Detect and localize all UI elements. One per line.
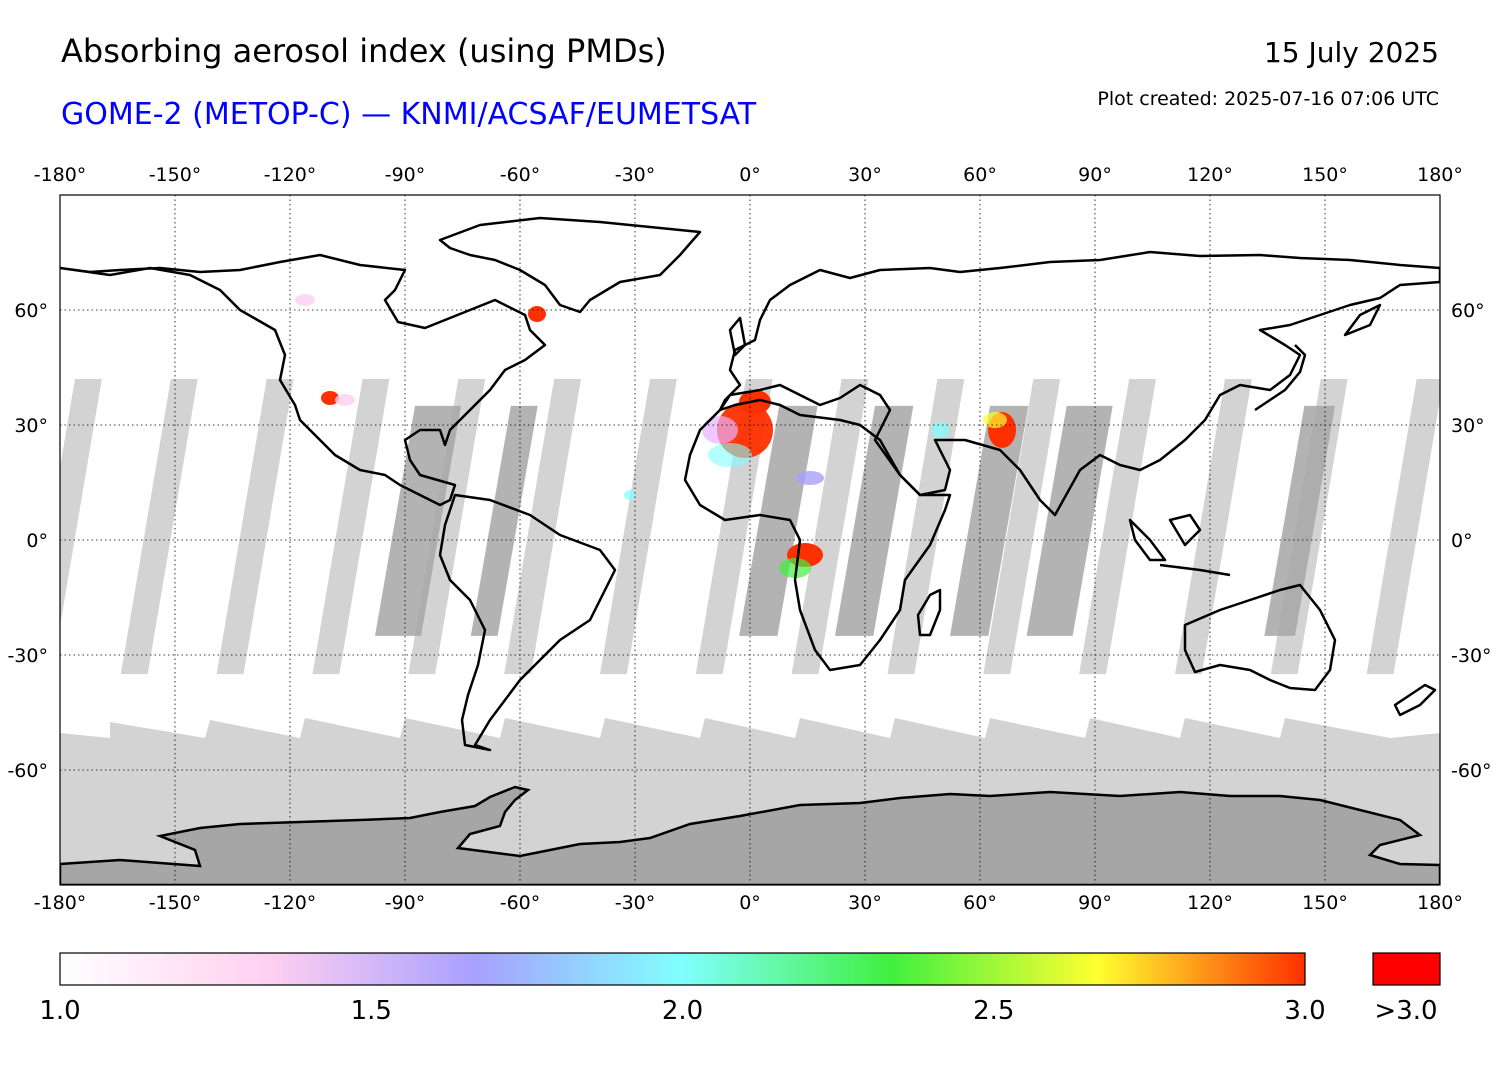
lon-tick-label: -90° — [385, 892, 426, 914]
map-area — [60, 195, 1440, 885]
lon-tick-label: -180° — [34, 164, 87, 186]
colorbar-tick-label: 1.0 — [39, 996, 81, 1026]
lon-tick-label: 120° — [1187, 892, 1233, 914]
lat-tick-label: 60° — [1451, 300, 1485, 322]
lon-tick-label: -180° — [34, 892, 87, 914]
plot-title: Absorbing aerosol index (using PMDs) — [61, 32, 667, 70]
lon-tick-label: 30° — [848, 892, 882, 914]
lon-tick-label: 180° — [1417, 164, 1463, 186]
colorbar-gradient — [59, 952, 1306, 986]
orbit-gap-swath — [600, 379, 677, 675]
orbit-gap-swath — [791, 379, 869, 675]
aerosol-signal-layer — [295, 294, 1016, 578]
orbit-gap-swath — [312, 379, 390, 675]
lon-tick-label: 90° — [1078, 164, 1112, 186]
land-no-data-swath — [739, 405, 818, 636]
orbit-gap-swath — [1079, 379, 1156, 675]
lat-tick-label: -60° — [7, 760, 48, 782]
lat-tick-label: 60° — [14, 300, 48, 322]
lon-tick-label: 120° — [1187, 164, 1233, 186]
lon-tick-label: 0° — [739, 892, 761, 914]
lon-tick-label: 180° — [1417, 892, 1463, 914]
land-no-data-swath — [950, 405, 1029, 636]
orbit-gap-swath — [1175, 379, 1252, 675]
lon-tick-label: 60° — [963, 164, 997, 186]
lon-tick-label: -150° — [149, 164, 202, 186]
orbit-gap-swath — [504, 379, 581, 675]
colorbar-tick-label: 1.5 — [350, 996, 392, 1026]
colorbar-over-max-swatch — [1372, 952, 1441, 986]
lon-tick-label: 150° — [1302, 164, 1348, 186]
lon-tick-label: 60° — [963, 892, 997, 914]
lon-tick-label: -60° — [500, 164, 541, 186]
lat-tick-labels-left: 60° 30° 0° -30° -60° — [7, 300, 48, 782]
land-no-data-swath — [470, 405, 538, 636]
lon-tick-label: -150° — [149, 892, 202, 914]
lat-tick-label: 30° — [14, 415, 48, 437]
lon-tick-label: -30° — [615, 164, 656, 186]
orbit-gap-swath — [887, 379, 965, 675]
coastlines — [60, 216, 1440, 752]
lon-tick-label: -120° — [264, 164, 317, 186]
lon-tick-label: 150° — [1302, 892, 1348, 914]
colorbar-tick-label: 2.5 — [973, 996, 1015, 1026]
lon-tick-label: -30° — [615, 892, 656, 914]
lat-tick-label: -30° — [7, 645, 48, 667]
lon-tick-label: -60° — [500, 892, 541, 914]
plot-created-timestamp: Plot created: 2025-07-16 07:06 UTC — [1097, 88, 1439, 110]
lat-tick-label: 0° — [26, 530, 48, 552]
colorbar-over-max-label: >3.0 — [1374, 996, 1438, 1026]
orbit-gap-swath — [216, 379, 294, 675]
graticule — [60, 195, 1440, 885]
lat-tick-label: -60° — [1451, 760, 1492, 782]
lon-tick-label: 0° — [739, 164, 761, 186]
lon-tick-label: -90° — [385, 164, 426, 186]
orbit-gap-swath — [60, 379, 102, 626]
lon-tick-label: 90° — [1078, 892, 1112, 914]
orbit-gap-swath — [408, 379, 486, 675]
lon-tick-label: 30° — [848, 164, 882, 186]
land-no-data-swath — [1264, 405, 1335, 636]
lon-tick-label: -120° — [264, 892, 317, 914]
orbit-gap-swaths — [60, 379, 1440, 675]
lon-tick-labels-bottom: -180° -150° -120° -90° -60° -30° 0° 30° 60° 90° 12… — [34, 892, 1463, 914]
colorbar-tick-label: 3.0 — [1284, 996, 1326, 1026]
lon-tick-labels-top: -180° -150° -120° -90° -60° -30° 0° 30° 60° 90° 12… — [34, 164, 1463, 186]
orbit-gap-swath — [1366, 379, 1440, 675]
plot-date: 15 July 2025 — [1263, 36, 1439, 69]
land-no-data-swath — [1026, 405, 1113, 636]
lat-tick-label: 30° — [1451, 415, 1485, 437]
lat-tick-label: 0° — [1451, 530, 1473, 552]
colorbar-tick-label: 2.0 — [661, 996, 704, 1026]
land-no-data-swath — [375, 405, 461, 636]
lat-tick-labels-right: 60° 30° 0° -30° -60° — [1451, 300, 1492, 782]
map-frame — [59, 194, 1441, 886]
orbit-gap-swath — [120, 379, 198, 675]
plot-subtitle: GOME-2 (METOP-C) — KNMI/ACSAF/EUMETSAT — [61, 97, 757, 132]
lat-tick-label: -30° — [1451, 645, 1492, 667]
orbit-gap-swath — [983, 379, 1061, 675]
